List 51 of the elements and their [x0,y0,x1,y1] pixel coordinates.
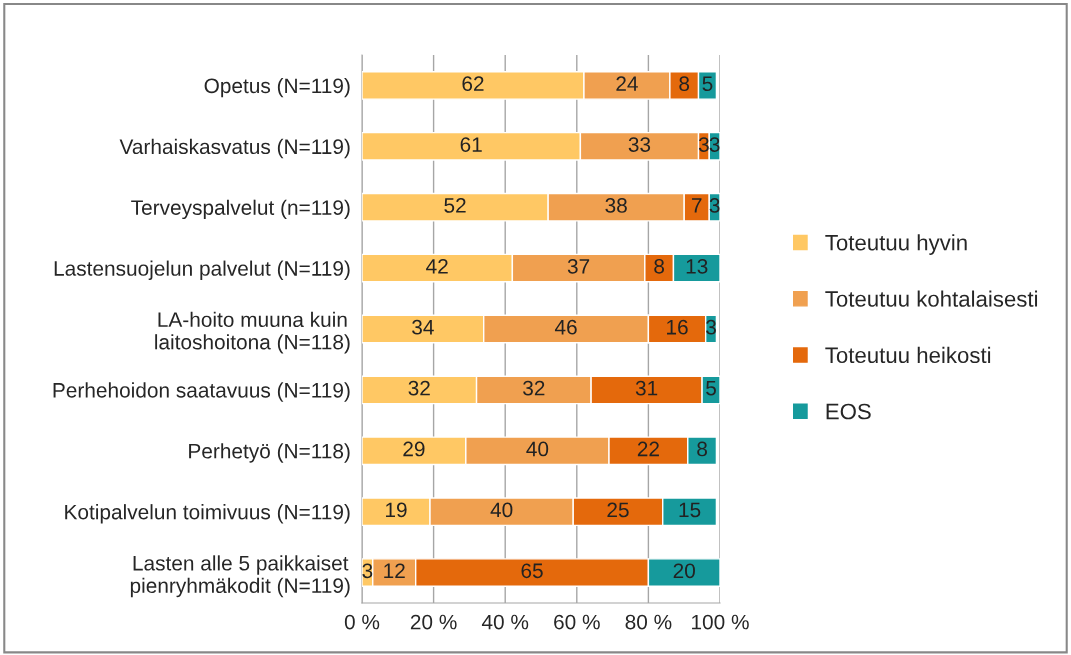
y-tick-label: Kotipalvelun toimivuus (N=119) [65,504,350,524]
data-label: 8 [654,258,665,274]
x-tick-label: 100 % [692,614,749,630]
x-tick-label: 40 % [481,614,529,630]
legend-label: Toteutuu kohtalaisesti [825,290,1038,307]
data-label: 19 [386,502,407,518]
data-label: 52 [444,198,466,213]
x-tick-label: 0 % [344,614,380,630]
data-label: 22 [637,441,659,457]
data-label: 7 [692,198,702,213]
data-label: 38 [605,198,627,213]
x-tick-label: 20 % [410,614,457,630]
data-label: 8 [679,76,690,92]
data-label: 62 [462,76,484,92]
data-label: 42 [426,258,448,274]
data-label: 20 [673,563,695,579]
data-label: 65 [521,563,543,579]
data-label: 40 [526,441,549,457]
data-label: 34 [412,319,434,335]
y-tick-label: Lasten alle 5 paikkaiset pienryhmäkodit (N=119) [130,555,350,598]
data-label: 8 [697,441,707,457]
x-tick-label: 60 % [554,614,600,630]
data-label: 29 [403,441,425,457]
data-label: 46 [554,319,577,335]
data-label: 3 [362,563,373,579]
data-label: 5 [702,76,713,92]
data-label: 16 [667,319,688,335]
data-label: 32 [408,380,430,396]
data-label: 13 [686,258,708,274]
y-tick-label: Perhehoidon saatavuus (N=119) [53,382,350,402]
data-label: 32 [523,380,545,396]
data-label: 31 [635,380,658,396]
y-tick-label: LA-hoito muuna kuin laitoshoitona (N=118) [155,311,350,354]
y-tick-label: Lastensuojelun palvelut (N=119) [54,260,350,280]
y-tick-label: Varhaiskasvatus (N=119) [119,138,350,159]
data-label: 5 [706,380,716,396]
data-label: 24 [616,76,638,91]
x-tick-label: 80 % [625,614,672,630]
y-tick-label: Terveyspalvelut (n=119) [131,199,350,220]
data-label: 25 [607,502,629,518]
data-label: 33 [628,137,651,152]
data-label: 37 [567,258,590,274]
data-label: 40 [490,502,513,518]
data-label: 12 [384,563,405,578]
y-tick-label: Perhetyö (N=118) [189,443,350,463]
data-label: 15 [679,502,701,518]
legend-label: Toteutuu heikosti [825,346,991,364]
legend-label: EOS [826,403,871,420]
data-label: 61 [460,137,482,152]
legend-label: Toteutuu hyvin [825,234,967,255]
y-tick-label: Opetus (N=119) [204,77,350,98]
